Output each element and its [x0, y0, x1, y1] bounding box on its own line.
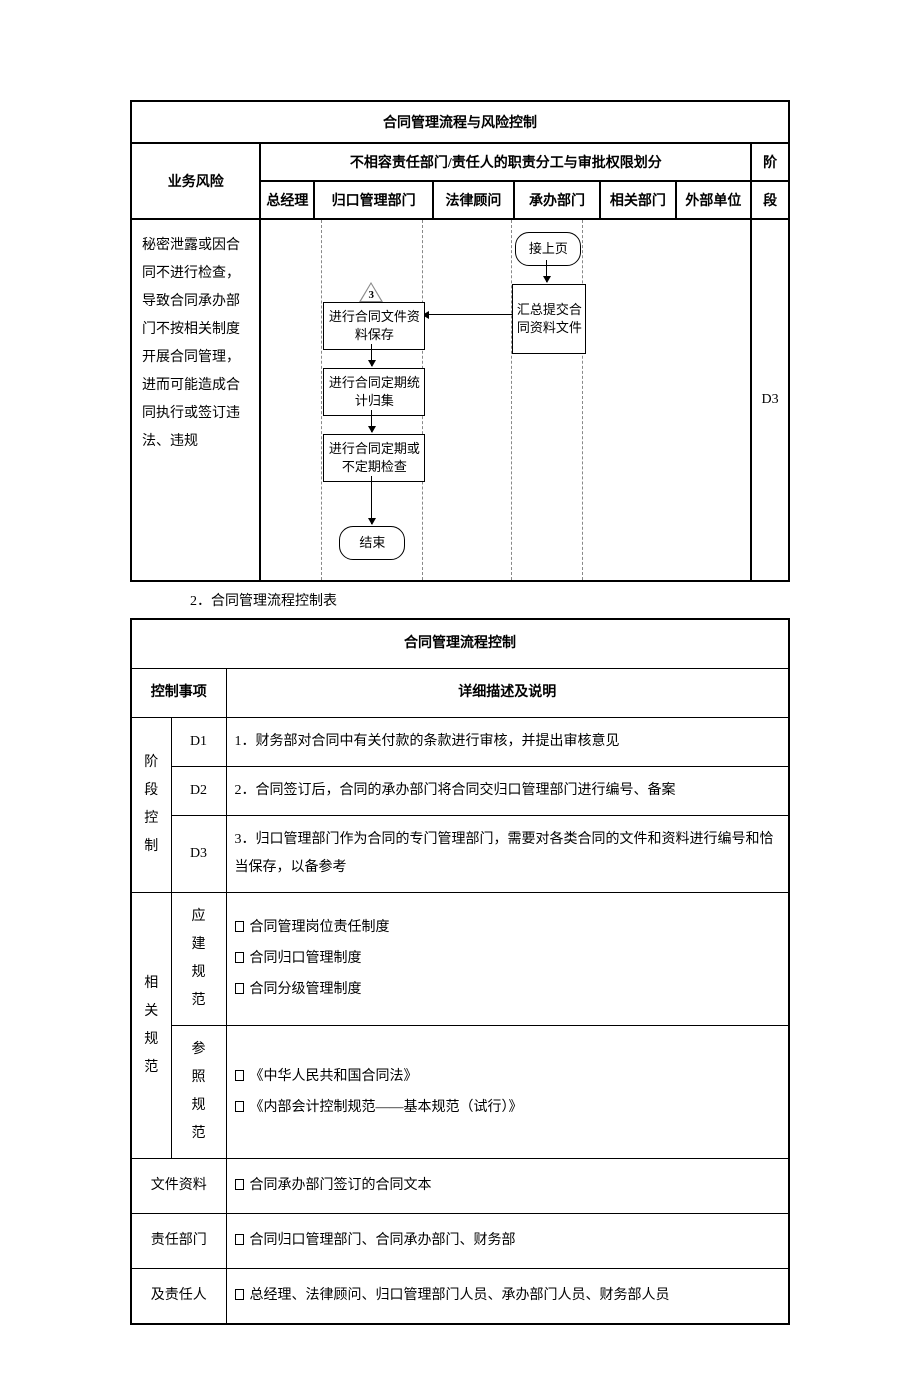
risk-flow-table: 合同管理流程与风险控制 业务风险 不相容责任部门/责任人的职责分工与审批权限划分… — [130, 100, 790, 582]
yj-item-0: 合同管理岗位责任制度 — [235, 914, 781, 942]
node-end: 结束 — [339, 526, 405, 560]
dept-label: 责任部门 — [131, 1214, 226, 1269]
section-2-heading: 2．合同管理流程控制表 — [130, 582, 790, 618]
table2-title: 合同管理流程控制 — [131, 619, 789, 669]
col-mgmt: 归口管理部门 — [314, 181, 433, 219]
ctrl-items-header: 控制事项 — [131, 669, 226, 718]
cz-items: 《中华人民共和国合同法》 《内部会计控制规范——基本规范（试行）》 — [226, 1026, 789, 1159]
yj-items: 合同管理岗位责任制度 合同归口管理制度 合同分级管理制度 — [226, 893, 789, 1026]
cz-item-0: 《中华人民共和国合同法》 — [235, 1063, 781, 1091]
cz-item-1: 《内部会计控制规范——基本规范（试行）》 — [235, 1094, 781, 1122]
node-prev-page: 接上页 — [515, 232, 581, 266]
table1-title: 合同管理流程与风险控制 — [131, 101, 789, 143]
person-items: 总经理、法律顾问、归口管理部门人员、承办部门人员、财务部人员 — [226, 1269, 789, 1325]
d2-label: D2 — [171, 767, 226, 816]
dept-items: 合同归口管理部门、合同承办部门、财务部 — [226, 1214, 789, 1269]
flowchart-area: 接上页 汇总提交合同资料文件 3 进行合同文件资料保存 进行合同定期统计归集 进… — [260, 219, 751, 581]
person-label: 及责任人 — [131, 1269, 226, 1325]
resp-header: 不相容责任部门/责任人的职责分工与审批权限划分 — [260, 143, 751, 181]
col-legal: 法律顾问 — [433, 181, 514, 219]
d3-label: D3 — [171, 816, 226, 893]
node-periodic-collect: 进行合同定期统计归集 — [323, 368, 425, 416]
col-handle: 承办部门 — [514, 181, 600, 219]
stage-ctrl-label: 阶段控制 — [131, 718, 171, 893]
node-periodic-check: 进行合同定期或不定期检查 — [323, 434, 425, 482]
yj-label: 应建规范 — [171, 893, 226, 1026]
stage-header-bottom: 段 — [751, 181, 789, 219]
col-gm: 总经理 — [260, 181, 314, 219]
risk-header: 业务风险 — [131, 143, 260, 219]
yj-item-1: 合同归口管理制度 — [235, 945, 781, 973]
node-file-save: 进行合同文件资料保存 — [323, 302, 425, 350]
stage-value: D3 — [751, 219, 789, 581]
d1-text: 1．财务部对合同中有关付款的条款进行审核，并提出审核意见 — [226, 718, 789, 767]
d1-label: D1 — [171, 718, 226, 767]
d3-text: 3．归口管理部门作为合同的专门管理部门，需要对各类合同的文件和资料进行编号和恰当… — [226, 816, 789, 893]
stage-header-top: 阶 — [751, 143, 789, 181]
triangle-label: 3 — [368, 289, 374, 301]
cz-label: 参照规范 — [171, 1026, 226, 1159]
file-item-0: 合同承办部门签订的合同文本 — [235, 1172, 781, 1200]
control-table: 合同管理流程控制 控制事项 详细描述及说明 阶段控制 D1 1．财务部对合同中有… — [130, 618, 790, 1325]
node-submit-files: 汇总提交合同资料文件 — [512, 284, 586, 354]
desc-header: 详细描述及说明 — [226, 669, 789, 718]
dept-item-0: 合同归口管理部门、合同承办部门、财务部 — [235, 1227, 781, 1255]
risk-text: 秘密泄露或因合同不进行检查，导致合同承办部门不按相关制度开展合同管理，进而可能造… — [131, 219, 260, 581]
col-related: 相关部门 — [600, 181, 676, 219]
d2-text: 2．合同签订后，合同的承办部门将合同交归口管理部门进行编号、备案 — [226, 767, 789, 816]
related-norms-label: 相关规范 — [131, 893, 171, 1159]
file-label: 文件资料 — [131, 1159, 226, 1214]
col-external: 外部单位 — [676, 181, 752, 219]
file-items: 合同承办部门签订的合同文本 — [226, 1159, 789, 1214]
person-item-0: 总经理、法律顾问、归口管理部门人员、承办部门人员、财务部人员 — [235, 1282, 781, 1310]
yj-item-2: 合同分级管理制度 — [235, 976, 781, 1004]
